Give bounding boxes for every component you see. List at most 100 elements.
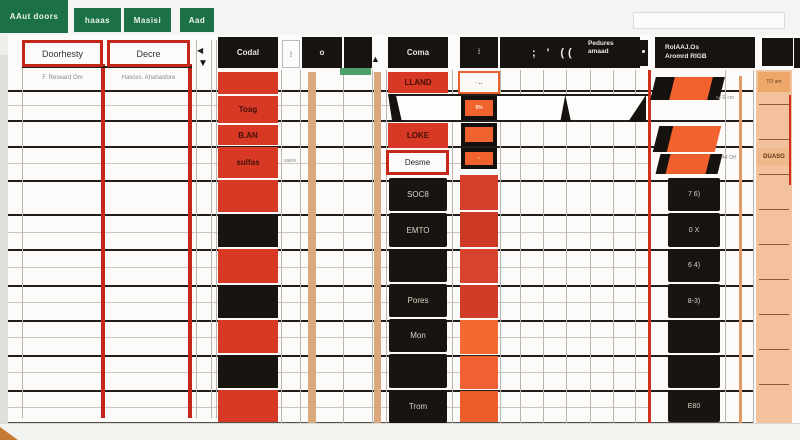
grid-vline bbox=[635, 70, 636, 423]
toolbar-button-2[interactable]: haaas bbox=[74, 8, 121, 32]
grid-vline bbox=[613, 70, 614, 423]
right-dark-cell[interactable]: 8-3) bbox=[668, 284, 720, 318]
grid-vline bbox=[500, 70, 501, 423]
dots-menu-icon[interactable]: ⁝ bbox=[282, 40, 300, 68]
series-cell-orange[interactable] bbox=[460, 391, 498, 422]
coma-cell-dark[interactable]: Mon bbox=[389, 319, 447, 352]
rolaajos-line1: RolAAJ.Os bbox=[665, 44, 699, 51]
series-cell-red[interactable] bbox=[460, 285, 498, 318]
grid-vline bbox=[300, 70, 301, 423]
orange-button-2[interactable] bbox=[461, 123, 497, 146]
pedures-line1: Pedures bbox=[588, 40, 614, 47]
tan-stripe bbox=[374, 72, 381, 423]
name-box[interactable] bbox=[633, 12, 785, 29]
codar-cell[interactable] bbox=[218, 180, 278, 212]
series-cell-red[interactable] bbox=[460, 249, 498, 283]
grid-line-minor bbox=[8, 163, 648, 164]
band-wedge bbox=[560, 95, 572, 122]
right-dark-cell[interactable]: 6 4) bbox=[668, 249, 720, 282]
column-header-peach[interactable] bbox=[762, 38, 793, 66]
codar-note-label: sasre bbox=[283, 158, 297, 164]
codar-cell[interactable]: Toag bbox=[218, 96, 278, 123]
column-header-glyph[interactable]: ⁞ bbox=[460, 37, 498, 68]
right-dark-cell-label: 8-3) bbox=[687, 297, 701, 305]
coma-cell-label: SOC8 bbox=[407, 190, 429, 199]
codar-cell[interactable]: sulfas bbox=[218, 147, 278, 178]
peach-line bbox=[759, 279, 789, 280]
ribbon-note-1-label: w/ R cm bbox=[716, 95, 735, 101]
peach-line bbox=[759, 209, 789, 210]
codar-cell[interactable] bbox=[218, 249, 278, 283]
right-dark-cell[interactable] bbox=[668, 320, 720, 353]
grid-vline bbox=[590, 70, 591, 423]
orange-button-1[interactable]: 9% bbox=[461, 96, 497, 120]
column-header-decre[interactable]: Decre bbox=[107, 40, 190, 67]
series-cell-orange[interactable] bbox=[460, 356, 498, 389]
right-dark-cell[interactable]: E80 bbox=[668, 390, 720, 422]
row-band bbox=[390, 94, 648, 122]
filter-left-icon[interactable]: ◀ bbox=[197, 46, 203, 55]
coma-cell-dark[interactable] bbox=[389, 354, 447, 388]
coma-cell-dark[interactable]: EMTO bbox=[389, 213, 447, 247]
column-header-coma[interactable]: Coma bbox=[388, 37, 448, 68]
series-cell-orange[interactable] bbox=[460, 320, 498, 354]
filter-dropdown-icon[interactable]: ▼ bbox=[198, 58, 208, 69]
filter-dropdown-glyph: ▼ bbox=[198, 58, 208, 69]
narrow-header-tick bbox=[640, 40, 648, 66]
toolbar-button-1-label: AAut doors bbox=[9, 12, 59, 21]
selected-cell[interactable]: ∙ ‥ bbox=[458, 71, 500, 94]
column-header-o[interactable]: o bbox=[302, 37, 342, 68]
header-bar-glyph-text: ; ' (( bbox=[532, 46, 576, 59]
rolaajos-line2: Aromrd RIGB bbox=[665, 53, 707, 60]
toolbar-button-1[interactable]: AAut doors bbox=[0, 0, 68, 33]
header-bar-glyphs[interactable]: ; ' (( bbox=[500, 37, 640, 68]
peach-cell[interactable]: DUASG bbox=[757, 148, 791, 166]
column-header-doorhesty[interactable]: Doorhesty bbox=[22, 40, 103, 67]
series-cell-red[interactable] bbox=[460, 175, 498, 210]
codar-cell[interactable] bbox=[218, 320, 278, 353]
toolbar-button-4[interactable]: Aad bbox=[180, 8, 214, 32]
column-header-doorhesty-label: Doorhesty bbox=[41, 48, 84, 59]
coma-cell-dark[interactable] bbox=[389, 249, 447, 282]
coma-cell-red[interactable]: LOKE bbox=[388, 123, 448, 148]
series-cell-red[interactable] bbox=[460, 212, 498, 247]
grid-vline bbox=[281, 70, 282, 423]
tan-stripe bbox=[308, 72, 316, 423]
column-header-rolaajos[interactable]: RolAAJ.Os Aromrd RIGB bbox=[655, 37, 755, 68]
sort-up-icon[interactable]: ▲ bbox=[371, 54, 380, 64]
coma-cell-label: EMTO bbox=[406, 225, 430, 235]
peach-cell[interactable]: TO am bbox=[758, 72, 790, 92]
right-dark-cell-label: 0 X bbox=[688, 226, 700, 234]
codar-cell[interactable] bbox=[218, 72, 278, 94]
tick-dot bbox=[642, 50, 645, 53]
coma-cell-label: LOKE bbox=[406, 131, 430, 140]
coma-cell-dark[interactable]: Pores bbox=[389, 284, 447, 317]
peach-line bbox=[759, 244, 789, 245]
grid-vline bbox=[22, 67, 23, 418]
peach-column[interactable] bbox=[756, 70, 792, 423]
right-dark-cell[interactable]: 7 6) bbox=[668, 178, 720, 211]
left-margin bbox=[0, 55, 8, 440]
right-dark-cell[interactable]: 0 X bbox=[668, 213, 720, 247]
coma-cell-dark[interactable]: SOC8 bbox=[389, 178, 447, 211]
coma-cell-label: Trom bbox=[408, 402, 428, 411]
toolbar-button-3[interactable]: Masisi bbox=[124, 8, 171, 32]
column-header-codar[interactable]: Codal bbox=[218, 37, 278, 68]
column-header-pedures[interactable]: Pedures amaad bbox=[588, 40, 640, 66]
codar-cell[interactable] bbox=[218, 214, 278, 247]
codar-cell[interactable]: B.AN bbox=[218, 125, 278, 145]
coma-cell-red[interactable]: LLAND bbox=[388, 72, 448, 93]
codar-cell[interactable] bbox=[218, 390, 278, 422]
column-header-blank[interactable] bbox=[344, 37, 372, 68]
orange-button-3[interactable]: ·· bbox=[461, 148, 497, 169]
grid-line-minor bbox=[8, 232, 648, 233]
coma-cell-dark[interactable]: Trom bbox=[389, 390, 447, 423]
coma-cell-selected[interactable]: Desme bbox=[386, 150, 449, 175]
right-dark-cell[interactable] bbox=[668, 355, 720, 388]
codar-cell[interactable] bbox=[218, 285, 278, 318]
orange-marker-line bbox=[739, 76, 742, 423]
column-red-border bbox=[101, 64, 105, 418]
peach-line bbox=[759, 174, 789, 175]
codar-cell[interactable] bbox=[218, 355, 278, 388]
grid-line-minor bbox=[8, 267, 648, 268]
